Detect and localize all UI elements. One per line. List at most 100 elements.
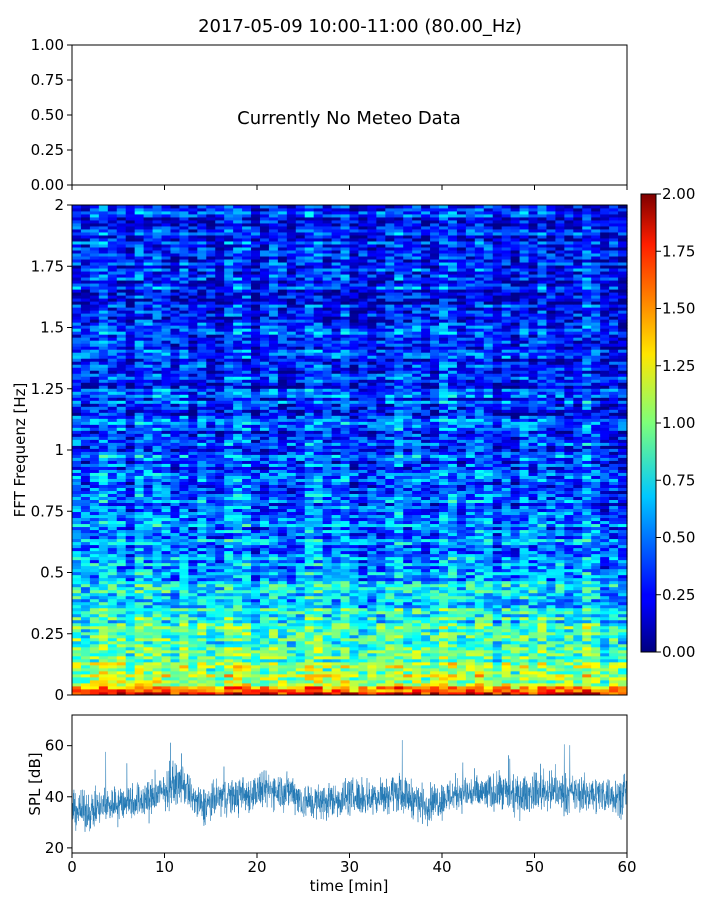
spectrogram-cell — [242, 457, 252, 461]
spectrogram-cell — [447, 604, 458, 609]
spectrogram-cell — [465, 571, 476, 576]
spectrogram-cell — [72, 610, 82, 615]
spectrogram-cell — [609, 526, 619, 531]
spectrogram-cell — [215, 478, 225, 482]
spectrogram-cell — [609, 478, 619, 482]
spectrogram-cell — [98, 589, 109, 594]
spectrogram-cell — [277, 661, 288, 666]
spectrogram-cell — [358, 628, 368, 633]
spectrogram-cell — [277, 688, 288, 693]
spectrogram-cell — [492, 454, 503, 458]
spectrogram-cell — [367, 493, 377, 497]
spectrogram-cell — [206, 595, 216, 600]
spectrogram-cell — [609, 619, 619, 624]
spectrogram-cell — [483, 472, 494, 476]
spectrogram-cell — [143, 466, 154, 470]
spectrogram-cell — [295, 490, 306, 494]
spectrogram-cell — [474, 472, 485, 476]
spectrogram-cell — [197, 676, 207, 681]
spectrogram-cell — [349, 673, 360, 678]
spectrogram-cell — [439, 523, 449, 528]
spectrogram-cell — [555, 676, 565, 681]
spectrogram-cell — [98, 688, 109, 693]
spectrogram-cell — [430, 640, 440, 645]
spectrogram-cell — [268, 649, 279, 654]
spectrogram-cell — [268, 469, 279, 473]
spectrogram-cell — [215, 619, 225, 624]
spectrogram-cell — [116, 508, 127, 513]
spectrogram-cell — [358, 502, 368, 507]
spectrogram-cell — [412, 676, 422, 681]
spectrogram-cell — [430, 487, 440, 491]
spectrogram-cell — [421, 505, 431, 510]
spectrogram-cell — [367, 535, 377, 540]
spectrogram-cell — [152, 589, 163, 594]
spectrogram-cell — [340, 466, 351, 470]
spectrogram-cell — [474, 685, 485, 690]
spectrogram-cell — [439, 604, 449, 609]
spectrogram-cell — [439, 613, 449, 618]
spectrogram-cell — [331, 532, 342, 537]
spectrogram-cell — [501, 613, 512, 618]
spectrogram-cell — [546, 619, 556, 624]
spectrogram-cell — [421, 535, 431, 540]
spectrogram-cell — [394, 520, 404, 525]
spectrogram-cell — [295, 568, 306, 573]
spectrogram-cell — [242, 454, 252, 458]
spectrogram-cell — [519, 619, 530, 624]
spectrogram-cell — [519, 487, 530, 491]
spectrogram-cell — [537, 547, 548, 552]
spectrogram-cell — [447, 574, 458, 579]
spectrogram-cell — [501, 580, 512, 585]
spectrogram-cell — [609, 643, 619, 648]
spectrogram-cell — [394, 478, 404, 482]
spectrogram-cell — [295, 670, 306, 675]
spectrogram-cell — [591, 553, 601, 558]
spectrogram-cell — [456, 628, 467, 633]
spectrogram-cell — [242, 481, 252, 485]
spectrogram-cell — [188, 550, 198, 555]
spectrogram-cell — [403, 514, 413, 519]
spectrogram-cell — [161, 679, 172, 684]
spectrogram-cell — [376, 508, 386, 513]
spectrogram-cell — [591, 625, 601, 630]
spectrogram-cell — [394, 556, 404, 561]
spectrogram-cell — [152, 538, 163, 543]
spectrogram-cell — [215, 649, 225, 654]
spectrogram-cell — [546, 493, 556, 497]
spectrogram-cell — [251, 610, 261, 615]
spectrogram-cell — [304, 493, 315, 497]
spectrogram-cell — [501, 532, 512, 537]
spectrogram-cell — [268, 637, 279, 642]
spectrogram-cell — [519, 679, 530, 684]
spectrogram-cell — [394, 460, 404, 464]
spectrogram-cell — [251, 622, 261, 627]
spectrogram-cell — [412, 508, 422, 513]
spectrogram-cell — [233, 517, 243, 522]
spectrogram-cell — [206, 511, 216, 516]
spectrogram-cell — [295, 532, 306, 537]
spectrogram-cell — [215, 502, 225, 507]
spectrogram-cell — [591, 523, 601, 528]
spectrogram-cell — [555, 592, 565, 597]
spectrogram-cell — [98, 505, 109, 510]
spectrogram-cell — [215, 661, 225, 666]
spectrogram-cell — [582, 613, 592, 618]
spectrogram-cell — [72, 595, 82, 600]
spectrogram-cell — [224, 628, 234, 633]
spectrogram-cell — [170, 520, 181, 525]
spectrogram-cell — [447, 649, 458, 654]
spectrogram-cell — [116, 679, 127, 684]
spectrogram-cell — [340, 523, 351, 528]
spectrogram-cell — [152, 616, 163, 621]
spectrogram-cell — [143, 535, 154, 540]
spectrogram-cell — [179, 478, 189, 482]
spectrogram-cell — [170, 667, 181, 672]
spectrogram-cell — [412, 607, 422, 612]
spectrogram-cell — [72, 655, 82, 660]
spectrogram-cell — [197, 505, 207, 510]
spectrogram-cell — [367, 490, 377, 494]
spectrogram-cell — [456, 481, 467, 485]
spectrogram-cell — [152, 451, 163, 455]
spectrogram-cell — [546, 532, 556, 537]
